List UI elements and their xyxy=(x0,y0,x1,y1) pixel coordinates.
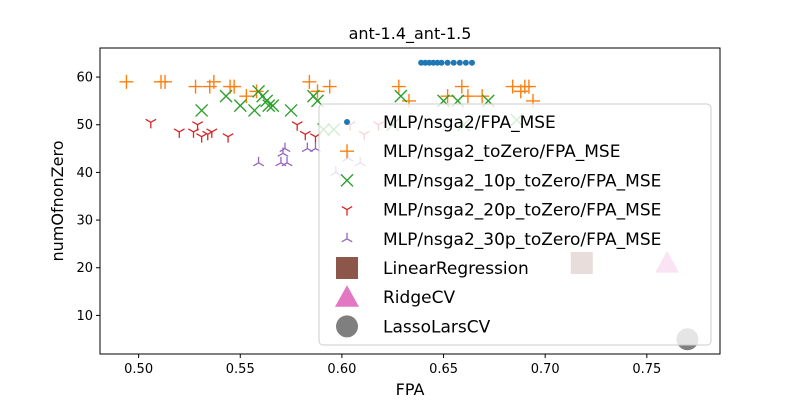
chart-title: ant-1.4_ant-1.5 xyxy=(349,24,472,44)
data-point xyxy=(291,121,303,131)
data-point xyxy=(173,128,185,138)
data-point xyxy=(301,142,313,153)
data-point xyxy=(456,59,463,66)
x-axis-ticks: 0.50 0.55 0.60 0.65 0.70 0.75 xyxy=(124,354,661,377)
legend-marker xyxy=(341,232,353,243)
data-point xyxy=(302,74,317,89)
legend-label: MLP/nsga2_20p_toZero/FPA_MSE xyxy=(383,201,661,221)
data-point xyxy=(158,74,173,89)
legend-entry: LinearRegression xyxy=(336,257,529,279)
legend-marker xyxy=(344,119,350,125)
legend-entry: MLP/nsga2/FPA_MSE xyxy=(344,113,556,133)
legend-marker xyxy=(335,285,359,307)
legend-label: LassoLarsCV xyxy=(383,317,491,337)
data-point xyxy=(196,133,208,143)
series-0 xyxy=(418,59,475,66)
data-point xyxy=(222,133,234,143)
data-point xyxy=(438,59,445,66)
data-point xyxy=(266,99,280,113)
legend: MLP/nsga2/FPA_MSE MLP/nsga2_toZero/FPA_MS… xyxy=(318,103,712,346)
x-tick-label: 0.70 xyxy=(531,362,560,377)
data-point xyxy=(219,89,233,103)
legend-label: MLP/nsga2/FPA_MSE xyxy=(383,113,556,133)
data-point xyxy=(462,59,469,66)
data-point xyxy=(521,79,536,94)
data-point xyxy=(454,79,469,94)
y-axis-ticks: 10 20 30 40 50 60 xyxy=(76,71,100,324)
data-point xyxy=(299,130,311,141)
data-point xyxy=(469,59,475,66)
x-tick-label: 0.60 xyxy=(327,362,356,377)
legend-label: RidgeCV xyxy=(383,288,455,308)
legend-label: MLP/nsga2_toZero/FPA_MSE xyxy=(383,142,620,162)
y-tick-label: 60 xyxy=(76,71,93,86)
data-point xyxy=(322,79,337,94)
x-tick-label: 0.65 xyxy=(429,362,458,377)
data-point xyxy=(247,103,261,117)
data-point xyxy=(227,79,242,94)
data-point xyxy=(195,103,209,117)
data-point xyxy=(505,79,520,94)
legend-label: MLP/nsga2_30p_toZero/FPA_MSE xyxy=(383,230,661,250)
legend-entry: RidgeCV xyxy=(335,285,455,308)
data-point xyxy=(206,74,221,89)
y-tick-label: 20 xyxy=(76,261,93,276)
legend-marker xyxy=(336,315,358,338)
x-axis-title: FPA xyxy=(396,380,425,399)
legend-marker xyxy=(340,144,354,159)
data-point xyxy=(206,128,218,138)
y-tick-label: 10 xyxy=(76,309,93,324)
y-tick-label: 50 xyxy=(76,118,93,133)
legend-marker xyxy=(336,257,358,279)
axes-frame xyxy=(99,47,721,355)
data-point xyxy=(277,147,289,157)
legend-entry: MLP/nsga2_10p_toZero/FPA_MSE xyxy=(340,171,661,191)
series-1 xyxy=(119,74,540,108)
x-tick-label: 0.55 xyxy=(226,362,255,377)
legend-entry: MLP/nsga2_toZero/FPA_MSE xyxy=(340,142,620,162)
y-tick-label: 40 xyxy=(76,166,93,181)
data-point xyxy=(262,99,276,113)
legend-entry: MLP/nsga2_30p_toZero/FPA_MSE xyxy=(341,230,661,250)
data-point xyxy=(284,103,298,117)
data-point xyxy=(279,142,291,153)
data-point xyxy=(249,84,264,99)
x-tick-label: 0.50 xyxy=(124,362,153,377)
data-point xyxy=(233,99,247,113)
legend-box xyxy=(318,103,712,346)
data-point xyxy=(192,121,204,131)
legend-label: MLP/nsga2_10p_toZero/FPA_MSE xyxy=(383,171,661,191)
y-tick-label: 30 xyxy=(76,214,93,229)
y-axis-title: numOfnonZero xyxy=(48,141,67,262)
data-point xyxy=(119,74,134,89)
data-point xyxy=(475,89,490,104)
data-point xyxy=(188,79,203,94)
legend-entry: MLP/nsga2_20p_toZero/FPA_MSE xyxy=(341,201,661,221)
legend-marker xyxy=(340,173,354,187)
data-point xyxy=(450,59,457,66)
data-point xyxy=(239,89,254,104)
legend-label: LinearRegression xyxy=(383,259,529,279)
data-point xyxy=(444,59,451,66)
data-point xyxy=(145,118,157,129)
legend-marker xyxy=(341,206,353,216)
x-tick-label: 0.75 xyxy=(632,362,661,377)
data-point xyxy=(253,156,265,167)
data-point xyxy=(391,79,406,94)
legend-entry: LassoLarsCV xyxy=(336,315,491,338)
data-point xyxy=(281,156,293,167)
data-point xyxy=(260,94,274,108)
data-point xyxy=(394,89,408,103)
